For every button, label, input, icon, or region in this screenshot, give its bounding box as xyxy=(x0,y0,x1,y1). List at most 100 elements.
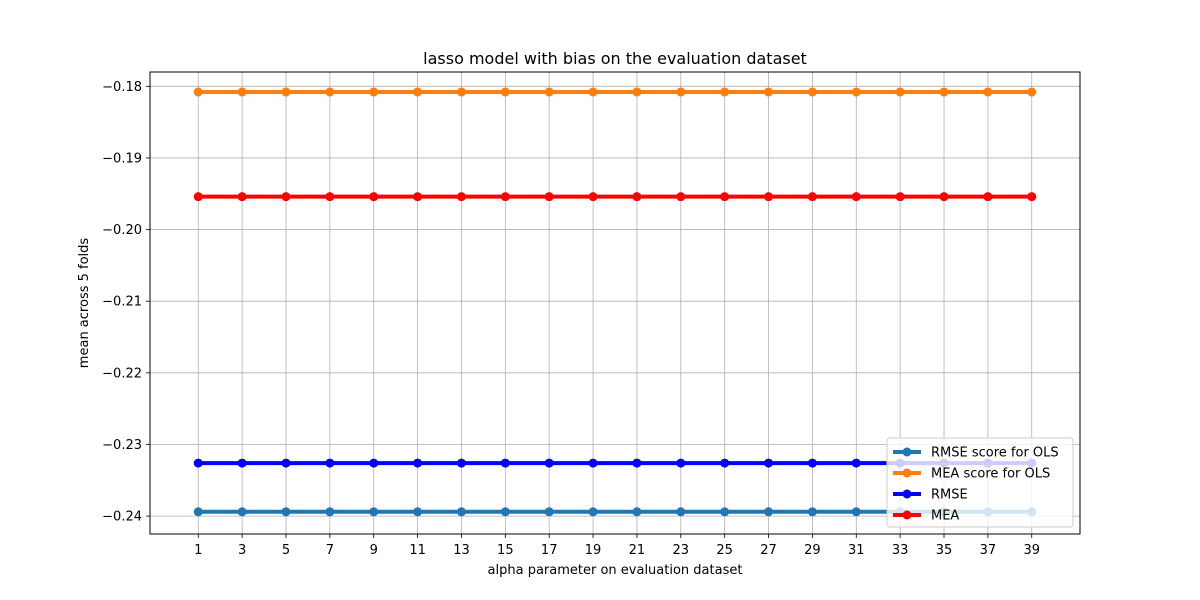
data-point xyxy=(676,507,686,517)
x-axis-label: alpha parameter on evaluation dataset xyxy=(488,563,743,578)
data-point xyxy=(237,87,247,97)
x-tick-label: 27 xyxy=(760,543,777,558)
data-point xyxy=(983,192,993,202)
data-point xyxy=(544,87,554,97)
y-tick-label: −0.19 xyxy=(102,151,142,166)
data-point xyxy=(764,507,774,517)
data-point xyxy=(193,87,203,97)
series-layer xyxy=(193,87,1037,517)
data-point xyxy=(237,507,247,517)
data-point xyxy=(413,458,423,468)
data-point xyxy=(588,192,598,202)
data-point xyxy=(851,192,861,202)
data-point xyxy=(544,458,554,468)
data-point xyxy=(237,192,247,202)
data-point xyxy=(500,87,510,97)
x-tick-label: 31 xyxy=(848,543,865,558)
x-tick-label: 7 xyxy=(326,543,334,558)
data-point xyxy=(588,458,598,468)
x-tick-label: 23 xyxy=(673,543,690,558)
data-point xyxy=(193,192,203,202)
data-point xyxy=(413,87,423,97)
data-point xyxy=(544,507,554,517)
data-point xyxy=(325,192,335,202)
data-point xyxy=(851,507,861,517)
legend-swatch-marker xyxy=(902,468,912,478)
x-tick-label: 9 xyxy=(370,543,378,558)
data-point xyxy=(281,87,291,97)
legend-label: MEA score for OLS xyxy=(931,467,1050,482)
legend-box xyxy=(886,437,1074,528)
data-point xyxy=(939,192,949,202)
data-point xyxy=(1027,87,1037,97)
data-point xyxy=(676,87,686,97)
x-tick-label: 15 xyxy=(497,543,514,558)
data-point xyxy=(325,87,335,97)
data-point xyxy=(720,87,730,97)
data-point xyxy=(1027,192,1037,202)
data-point xyxy=(807,192,817,202)
data-point xyxy=(325,507,335,517)
data-point xyxy=(325,458,335,468)
data-point xyxy=(544,192,554,202)
x-tick-label: 35 xyxy=(936,543,953,558)
x-tick-label: 19 xyxy=(585,543,602,558)
data-point xyxy=(807,87,817,97)
x-tick-label: 37 xyxy=(980,543,997,558)
data-point xyxy=(369,507,379,517)
y-tick-label: −0.23 xyxy=(102,438,142,453)
data-point xyxy=(807,458,817,468)
data-point xyxy=(237,458,247,468)
data-point xyxy=(281,458,291,468)
data-point xyxy=(632,87,642,97)
x-tick-label: 1 xyxy=(194,543,202,558)
data-point xyxy=(588,507,598,517)
x-tick-label: 5 xyxy=(282,543,290,558)
data-point xyxy=(500,507,510,517)
legend-label: RMSE score for OLS xyxy=(931,446,1059,461)
y-tick-label: −0.20 xyxy=(102,223,142,238)
data-point xyxy=(983,87,993,97)
data-point xyxy=(456,192,466,202)
data-point xyxy=(413,192,423,202)
data-point xyxy=(193,507,203,517)
y-tick-label: −0.24 xyxy=(102,510,142,525)
data-point xyxy=(281,507,291,517)
data-point xyxy=(764,458,774,468)
chart-title: lasso model with bias on the evaluation … xyxy=(423,49,807,68)
data-point xyxy=(456,507,466,517)
x-tick-label: 17 xyxy=(541,543,558,558)
x-tick-label: 39 xyxy=(1023,543,1040,558)
data-point xyxy=(764,192,774,202)
data-point xyxy=(413,507,423,517)
x-tick-label: 21 xyxy=(629,543,646,558)
x-tick-label: 33 xyxy=(892,543,909,558)
data-point xyxy=(676,458,686,468)
data-point xyxy=(895,87,905,97)
y-axis-label: mean across 5 folds xyxy=(77,238,92,369)
data-point xyxy=(369,87,379,97)
legend-label: RMSE xyxy=(931,488,968,503)
x-tick-label: 3 xyxy=(238,543,246,558)
data-point xyxy=(369,192,379,202)
y-tick-label: −0.21 xyxy=(102,295,142,310)
legend-swatch-marker xyxy=(902,447,912,457)
data-point xyxy=(939,87,949,97)
data-point xyxy=(632,192,642,202)
x-tick-label: 13 xyxy=(453,543,470,558)
data-point xyxy=(851,458,861,468)
data-point xyxy=(281,192,291,202)
x-tick-label: 29 xyxy=(804,543,821,558)
legend: RMSE score for OLS MEA score for OLS RMSE M… xyxy=(886,437,1074,528)
data-point xyxy=(632,507,642,517)
x-tick-label: 25 xyxy=(716,543,733,558)
data-point xyxy=(764,87,774,97)
data-point xyxy=(369,458,379,468)
data-point xyxy=(851,87,861,97)
data-point xyxy=(500,458,510,468)
data-point xyxy=(895,192,905,202)
y-tick-label: −0.22 xyxy=(102,366,142,381)
data-point xyxy=(720,192,730,202)
x-tick-label: 11 xyxy=(409,543,426,558)
